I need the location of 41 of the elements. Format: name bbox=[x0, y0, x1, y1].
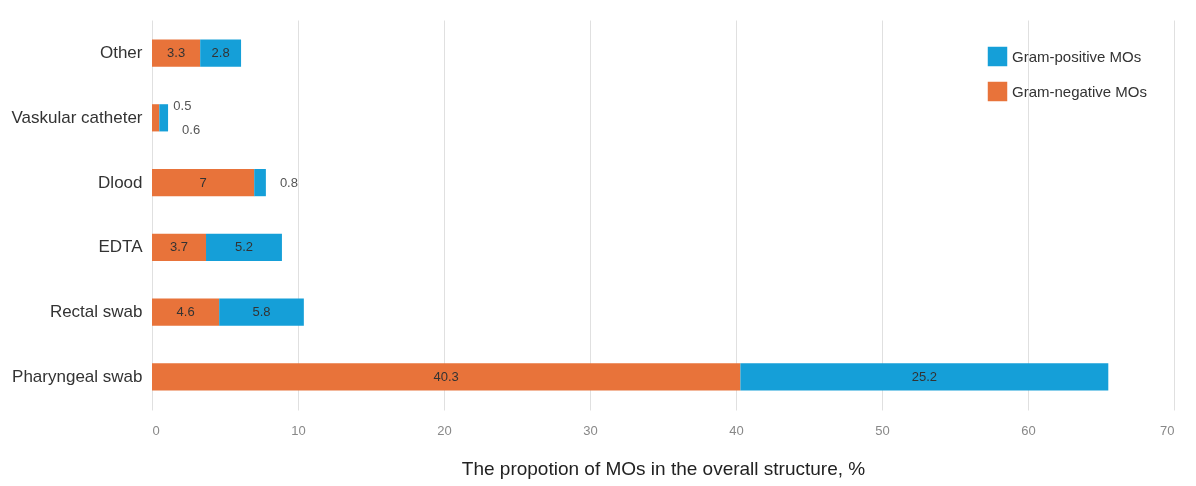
data-label: 7 bbox=[199, 174, 207, 190]
bar bbox=[219, 298, 304, 326]
bar bbox=[254, 169, 266, 197]
x-axis-title: The propotion of MOs in the overall structure, % bbox=[461, 457, 866, 479]
x-tick-label: 50 bbox=[875, 422, 890, 438]
data-label: 0.6 bbox=[182, 121, 201, 137]
data-label: 2.8 bbox=[211, 45, 230, 61]
data-label: 5.2 bbox=[234, 239, 254, 255]
bar bbox=[200, 39, 242, 67]
data-label: 3.3 bbox=[167, 45, 186, 61]
data-label: 0.8 bbox=[279, 174, 298, 190]
data-label: 40.3 bbox=[433, 368, 459, 384]
y-tick-label: Rectal swab bbox=[49, 302, 143, 322]
data-label: 4.6 bbox=[176, 304, 195, 320]
x-tick-label: 40 bbox=[729, 422, 744, 438]
bar bbox=[152, 104, 160, 132]
bar bbox=[206, 233, 282, 261]
bar bbox=[740, 363, 1109, 391]
bar bbox=[152, 298, 220, 326]
x-tick-label: 70 bbox=[1160, 422, 1175, 438]
x-tick-label: 0 bbox=[152, 422, 160, 438]
x-tick-label: 20 bbox=[437, 422, 452, 438]
y-tick-label: Vaskular catheter bbox=[11, 107, 143, 127]
y-tick-label: EDTA bbox=[98, 237, 144, 257]
bar bbox=[152, 39, 201, 67]
data-label: 5.8 bbox=[252, 304, 271, 320]
legend-label: Gram-positive MOs bbox=[1012, 47, 1142, 65]
bar bbox=[152, 169, 255, 197]
x-tick-label: 10 bbox=[291, 422, 306, 438]
data-label: 0.5 bbox=[173, 97, 192, 113]
bar bbox=[152, 233, 207, 261]
bar bbox=[152, 363, 741, 391]
y-tick-label: Dlood bbox=[98, 172, 143, 192]
y-tick-label: Pharyngeal swab bbox=[12, 366, 143, 386]
x-tick-label: 30 bbox=[583, 422, 598, 438]
bar bbox=[159, 104, 169, 132]
data-label: 25.2 bbox=[911, 368, 937, 384]
legend-label: Gram-negative MOs bbox=[1012, 82, 1148, 100]
x-tick-label: 60 bbox=[1021, 422, 1036, 438]
y-tick-label: Other bbox=[99, 43, 143, 63]
data-label: 3.7 bbox=[169, 239, 189, 255]
